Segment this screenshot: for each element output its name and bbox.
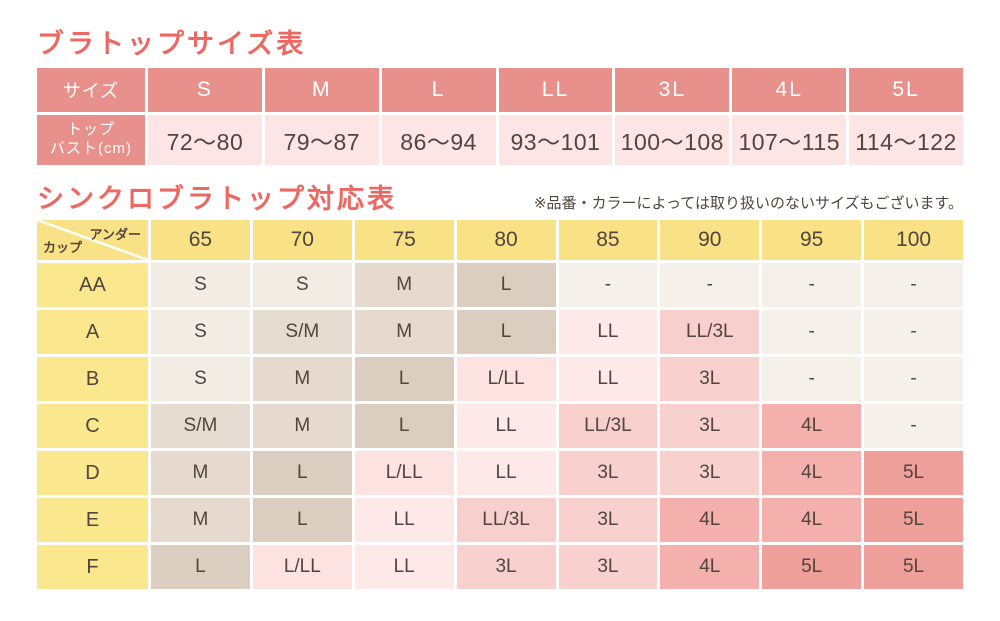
t1-value-4l: 107〜115 bbox=[732, 115, 847, 165]
t2-header-95: 95 bbox=[762, 220, 862, 260]
t2-cell-f-100: 5L bbox=[864, 545, 963, 589]
t2-cell-a-85: LL bbox=[558, 310, 658, 354]
t2-cell-e-90: 4L bbox=[660, 498, 760, 542]
t2-cell-c-85: LL/3L bbox=[558, 404, 658, 448]
t2-cell-f-75: LL bbox=[354, 545, 454, 589]
t1-header-3l: 3L bbox=[615, 68, 730, 112]
t2-cell-a-90: LL/3L bbox=[660, 310, 760, 354]
t2-cell-f-80: 3L bbox=[456, 545, 556, 589]
t2-cell-f-85: 3L bbox=[558, 545, 658, 589]
t2-cell-aa-85: - bbox=[558, 263, 658, 307]
t1-value-s: 72〜80 bbox=[148, 115, 262, 165]
t1-header-5l: 5L bbox=[849, 68, 963, 112]
t2-cell-c-100: - bbox=[864, 404, 963, 448]
t1-row-header-line2: バスト(cm) bbox=[50, 140, 132, 157]
t2-cell-c-90: 3L bbox=[660, 404, 760, 448]
t2-cell-e-85: 3L bbox=[558, 498, 658, 542]
t2-cell-b-90: 3L bbox=[660, 357, 760, 401]
t2-cell-aa-70: S bbox=[252, 263, 352, 307]
t2-cell-d-75: L/LL bbox=[354, 451, 454, 495]
t2-cell-d-85: 3L bbox=[558, 451, 658, 495]
t2-cell-b-75: L bbox=[354, 357, 454, 401]
t2-cell-c-80: LL bbox=[456, 404, 556, 448]
t2-cell-aa-65: S bbox=[151, 263, 250, 307]
t2-cell-a-65: S bbox=[151, 310, 250, 354]
t2-header-75: 75 bbox=[354, 220, 454, 260]
t2-cell-d-95: 4L bbox=[762, 451, 862, 495]
t1-value-l: 86〜94 bbox=[381, 115, 496, 165]
t2-cell-c-95: 4L bbox=[762, 404, 862, 448]
t2-cell-aa-80: L bbox=[456, 263, 556, 307]
t2-cell-e-75: LL bbox=[354, 498, 454, 542]
t2-cell-a-80: L bbox=[456, 310, 556, 354]
t2-cell-b-85: LL bbox=[558, 357, 658, 401]
t2-cell-f-95: 5L bbox=[762, 545, 862, 589]
t1-value-ll: 93〜101 bbox=[498, 115, 613, 165]
t2-cell-b-80: L/LL bbox=[456, 357, 556, 401]
t1-value-3l: 100〜108 bbox=[615, 115, 730, 165]
t2-cell-e-70: L bbox=[252, 498, 352, 542]
t2-cup-b: B bbox=[37, 357, 148, 401]
t2-cup-d: D bbox=[37, 451, 148, 495]
t2-cup-aa: AA bbox=[37, 263, 148, 307]
t2-cell-c-65: S/M bbox=[151, 404, 250, 448]
t1-header-size: サイズ bbox=[37, 68, 145, 112]
t2-cell-f-70: L/LL bbox=[252, 545, 352, 589]
t2-cell-a-75: M bbox=[354, 310, 454, 354]
t2-cell-d-90: 3L bbox=[660, 451, 760, 495]
t2-cell-d-70: L bbox=[252, 451, 352, 495]
t2-header-90: 90 bbox=[660, 220, 760, 260]
bratop-size-table-title: ブラトップサイズ表 bbox=[37, 29, 307, 59]
availability-note: ※品番・カラーによっては取り扱いのないサイズもございます。 bbox=[533, 195, 963, 212]
t2-header-80: 80 bbox=[456, 220, 556, 260]
t1-value-m: 79〜87 bbox=[264, 115, 379, 165]
t2-header-85: 85 bbox=[558, 220, 658, 260]
t2-cell-e-95: 4L bbox=[762, 498, 862, 542]
corner-under-label: アンダー bbox=[89, 227, 141, 242]
t1-header-ll: LL bbox=[498, 68, 613, 112]
t2-cell-b-70: M bbox=[252, 357, 352, 401]
t2-cell-b-95: - bbox=[762, 357, 862, 401]
t2-cell-d-100: 5L bbox=[864, 451, 963, 495]
t2-cell-f-90: 4L bbox=[660, 545, 760, 589]
t2-cell-e-65: M bbox=[151, 498, 250, 542]
correspondence-table-heading: シンクロブラトップ対応表 ※品番・カラーによっては取り扱いのないサイズもございま… bbox=[37, 182, 963, 216]
t2-header-100: 100 bbox=[864, 220, 963, 260]
correspondence-table-title: シンクロブラトップ対応表 bbox=[37, 184, 397, 214]
t2-cell-c-75: L bbox=[354, 404, 454, 448]
t2-cell-a-95: - bbox=[762, 310, 862, 354]
t2-cup-f: F bbox=[37, 545, 148, 589]
corner-cup-label: カップ bbox=[43, 240, 83, 255]
t2-cell-c-70: M bbox=[252, 404, 352, 448]
t2-cell-e-100: 5L bbox=[864, 498, 963, 542]
t2-cup-e: E bbox=[37, 498, 148, 542]
correspondence-table: アンダー カップ 65 70 75 80 85 90 95 100 AA S S… bbox=[37, 220, 963, 589]
t1-header-l: L bbox=[381, 68, 496, 112]
t2-cell-b-65: S bbox=[151, 357, 250, 401]
t2-cell-e-80: LL/3L bbox=[456, 498, 556, 542]
t2-cell-aa-75: M bbox=[354, 263, 454, 307]
t2-cell-a-100: - bbox=[864, 310, 963, 354]
t2-cell-d-65: M bbox=[151, 451, 250, 495]
t2-cell-a-70: S/M bbox=[252, 310, 352, 354]
t2-cell-aa-90: - bbox=[660, 263, 760, 307]
t1-header-s: S bbox=[148, 68, 262, 112]
t2-cell-d-80: LL bbox=[456, 451, 556, 495]
t2-cell-f-65: L bbox=[151, 545, 250, 589]
t2-header-70: 70 bbox=[252, 220, 352, 260]
t1-row-header-line1: トップ bbox=[66, 121, 115, 139]
t2-cup-c: C bbox=[37, 404, 148, 448]
bratop-size-table: サイズ S M L LL 3L 4L 5L トップ バスト(cm) 72〜80 … bbox=[37, 68, 963, 165]
t2-cell-aa-95: - bbox=[762, 263, 862, 307]
t1-row-header-top-bust: トップ バスト(cm) bbox=[37, 115, 145, 165]
t1-header-4l: 4L bbox=[732, 68, 847, 112]
t2-cup-a: A bbox=[37, 310, 148, 354]
t2-header-65: 65 bbox=[151, 220, 250, 260]
t2-corner-under-cup: アンダー カップ bbox=[37, 220, 148, 260]
t2-cell-aa-100: - bbox=[864, 263, 963, 307]
t1-value-5l: 114〜122 bbox=[849, 115, 963, 165]
t1-header-m: M bbox=[264, 68, 379, 112]
t2-cell-b-100: - bbox=[864, 357, 963, 401]
